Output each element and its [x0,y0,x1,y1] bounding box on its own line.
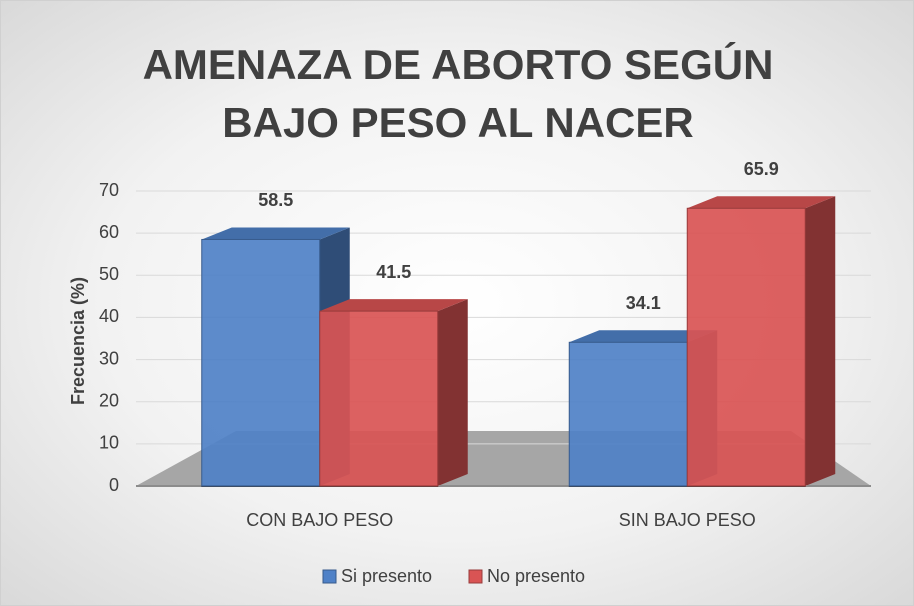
bar [319,299,468,487]
legend-label: No presento [487,566,585,586]
x-tick-label: SIN BAJO PESO [619,510,756,530]
legend-label: Si presento [341,566,432,586]
y-tick-label: 60 [99,222,119,242]
y-tick-label: 30 [99,348,119,368]
value-label: 65.9 [744,159,779,179]
value-label: 34.1 [626,293,661,313]
legend-swatch [468,569,483,584]
y-tick-label: 40 [99,306,119,326]
bar-top [201,227,350,240]
bar-side [805,196,836,486]
value-label: 41.5 [376,262,411,282]
y-tick-label: 0 [109,475,119,495]
x-tick-label: CON BAJO PESO [246,510,393,530]
bar-top [569,330,718,343]
bar-top [319,299,468,312]
bar-front [201,238,321,487]
y-tick-label: 10 [99,433,119,453]
legend-swatch [322,569,337,584]
bar-front [568,341,688,487]
bar-top [687,196,836,209]
bar-front [686,207,806,487]
bar-side [437,299,468,486]
bar [686,196,836,487]
value-label: 58.5 [258,190,293,210]
bar-front [319,310,439,487]
y-tick-label: 70 [99,180,119,200]
y-tick-label: 50 [99,264,119,284]
chart-title: AMENAZA DE ABORTO SEGÚN BAJO PESO AL NAC… [142,41,774,146]
y-axis-label: Frecuencia (%) [68,277,88,405]
y-tick-label: 20 [99,390,119,410]
